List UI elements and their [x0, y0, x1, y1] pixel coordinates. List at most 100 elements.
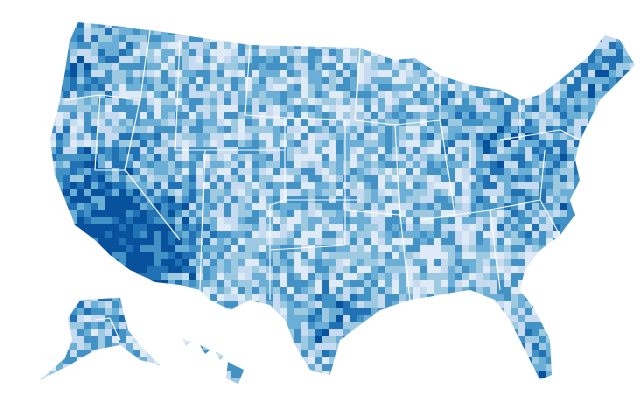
- county-cell: [406, 105, 414, 113]
- county-cell: [539, 217, 547, 225]
- county-cell: [476, 287, 484, 295]
- county-cell: [483, 273, 491, 281]
- county-cell: [154, 245, 162, 253]
- county-cell: [224, 371, 232, 379]
- county-cell: [77, 273, 85, 281]
- county-cell: [0, 273, 7, 280]
- county-cell: [469, 259, 477, 267]
- county-cell: [357, 112, 365, 120]
- county-cell: [511, 112, 519, 120]
- county-cell: [392, 301, 400, 309]
- county-cell: [140, 378, 148, 384]
- county-cell: [616, 133, 624, 141]
- county-cell: [49, 140, 57, 148]
- county-cell: [504, 70, 512, 78]
- county-cell: [364, 189, 372, 197]
- county-cell: [273, 70, 281, 78]
- county-cell: [84, 56, 92, 64]
- county-cell: [140, 301, 148, 309]
- county-cell: [511, 210, 519, 218]
- county-cell: [469, 287, 477, 295]
- county-cell: [350, 154, 358, 162]
- county-cell: [553, 35, 561, 43]
- county-cell: [0, 77, 7, 84]
- county-cell: [483, 329, 491, 337]
- county-cell: [595, 280, 603, 288]
- county-cell: [609, 168, 617, 176]
- county-cell: [532, 98, 540, 106]
- county-cell: [357, 161, 365, 169]
- county-cell: [224, 364, 232, 372]
- county-cell: [28, 147, 35, 154]
- county-cell: [224, 112, 232, 120]
- county-cell: [553, 28, 561, 36]
- county-cell: [455, 35, 463, 43]
- county-cell: [413, 98, 421, 106]
- county-cell: [539, 224, 547, 232]
- county-cell: [154, 175, 162, 183]
- county-cell: [147, 301, 155, 309]
- county-cell: [168, 196, 176, 204]
- county-cell: [518, 371, 526, 379]
- county-cell: [91, 63, 99, 71]
- county-cell: [336, 280, 344, 288]
- county-cell: [427, 231, 435, 239]
- county-cell: [56, 133, 64, 141]
- county-cell: [455, 294, 463, 302]
- county-cell: [371, 126, 379, 134]
- county-cell: [63, 350, 71, 358]
- county-cell: [336, 42, 344, 50]
- county-cell: [301, 70, 309, 78]
- county-cell: [504, 308, 512, 316]
- county-cell: [567, 231, 575, 239]
- county-cell: [574, 0, 581, 7]
- county-cell: [595, 315, 603, 323]
- county-cell: [189, 182, 197, 190]
- county-cell: [7, 266, 14, 273]
- county-cell: [231, 196, 239, 204]
- county-cell: [105, 175, 113, 183]
- county-cell: [434, 280, 442, 288]
- county-cell: [42, 371, 50, 379]
- county-cell: [462, 364, 470, 372]
- county-cell: [98, 343, 106, 351]
- county-cell: [294, 371, 302, 379]
- county-cell: [126, 42, 134, 50]
- county-cell: [567, 98, 575, 106]
- county-cell: [238, 371, 246, 379]
- county-cell: [427, 154, 435, 162]
- county-cell: [210, 350, 218, 358]
- county-cell: [574, 259, 582, 267]
- county-cell: [616, 147, 624, 155]
- county-cell: [455, 350, 463, 358]
- county-cell: [161, 350, 169, 358]
- county-cell: [406, 252, 414, 260]
- county-cell: [427, 336, 435, 344]
- county-cell: [252, 329, 260, 337]
- county-cell: [147, 147, 155, 155]
- county-cell: [217, 294, 225, 302]
- county-cell: [140, 266, 148, 274]
- county-cell: [287, 322, 295, 330]
- county-cell: [91, 147, 99, 155]
- county-cell: [70, 35, 78, 43]
- county-cell: [252, 133, 260, 141]
- county-cell: [532, 308, 540, 316]
- county-cell: [56, 378, 64, 384]
- county-cell: [336, 203, 344, 211]
- county-cell: [609, 343, 617, 351]
- county-cell: [238, 189, 246, 197]
- county-cell: [98, 203, 106, 211]
- county-cell: [413, 147, 421, 155]
- county-cell: [189, 364, 197, 372]
- county-cell: [63, 203, 71, 211]
- county-cell: [154, 7, 161, 14]
- county-cell: [469, 301, 477, 309]
- county-cell: [259, 14, 266, 21]
- county-cell: [70, 245, 78, 253]
- county-cell: [63, 105, 71, 113]
- county-cell: [182, 315, 190, 323]
- county-cell: [427, 147, 435, 155]
- county-cell: [287, 14, 294, 21]
- county-cell: [210, 63, 218, 71]
